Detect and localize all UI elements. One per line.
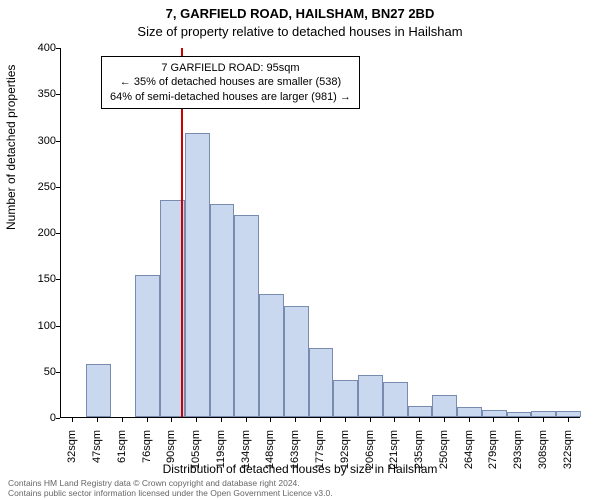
x-tick-mark	[543, 418, 544, 422]
y-tick-label: 200	[16, 227, 56, 239]
annotation-line-3: 64% of semi-detached houses are larger (…	[110, 90, 351, 104]
x-tick-mark	[171, 418, 172, 422]
bar	[86, 364, 111, 417]
bar	[185, 133, 210, 417]
x-tick-mark	[568, 418, 569, 422]
x-axis-label: Distribution of detached houses by size …	[0, 462, 600, 476]
y-tick-label: 350	[16, 88, 56, 100]
bar	[135, 275, 160, 417]
x-tick-mark	[122, 418, 123, 422]
x-tick-mark	[444, 418, 445, 422]
x-tick-mark	[147, 418, 148, 422]
y-tick-label: 400	[16, 42, 56, 54]
x-tick-mark	[246, 418, 247, 422]
x-tick-mark	[270, 418, 271, 422]
x-tick-mark	[320, 418, 321, 422]
x-tick-mark	[221, 418, 222, 422]
bar	[284, 306, 309, 417]
x-tick-mark	[394, 418, 395, 422]
chart-container: { "chart": { "type": "histogram", "title…	[0, 0, 600, 500]
y-tick-label: 300	[16, 135, 56, 147]
x-tick-mark	[419, 418, 420, 422]
bar	[210, 204, 235, 417]
annotation-line-2: ← 35% of detached houses are smaller (53…	[110, 75, 351, 89]
bar	[432, 395, 457, 417]
bar	[333, 380, 358, 417]
y-tick-label: 50	[16, 366, 56, 378]
footer-line-2: Contains public sector information licen…	[8, 488, 333, 498]
bar	[482, 410, 507, 417]
bar	[408, 406, 433, 417]
bar	[457, 407, 482, 417]
plot-area: 7 GARFIELD ROAD: 95sqm ← 35% of detached…	[60, 48, 580, 418]
annotation-box: 7 GARFIELD ROAD: 95sqm ← 35% of detached…	[101, 56, 360, 109]
y-tick-label: 150	[16, 273, 56, 285]
footer-attribution: Contains HM Land Registry data © Crown c…	[8, 478, 333, 498]
x-tick-mark	[295, 418, 296, 422]
y-tick-label: 100	[16, 320, 56, 332]
annotation-line-1: 7 GARFIELD ROAD: 95sqm	[110, 61, 351, 75]
x-tick-mark	[493, 418, 494, 422]
y-tick-label: 250	[16, 181, 56, 193]
bar	[383, 382, 408, 417]
bar	[507, 412, 532, 417]
y-tick-mark	[56, 418, 60, 419]
x-tick-mark	[72, 418, 73, 422]
chart-title-sub: Size of property relative to detached ho…	[0, 24, 600, 39]
x-tick-mark	[469, 418, 470, 422]
x-tick-mark	[518, 418, 519, 422]
bar	[531, 411, 556, 417]
chart-title-main: 7, GARFIELD ROAD, HAILSHAM, BN27 2BD	[0, 6, 600, 21]
bar	[234, 215, 259, 417]
bar	[358, 375, 383, 417]
bar	[309, 348, 334, 417]
x-tick-mark	[345, 418, 346, 422]
x-tick-mark	[97, 418, 98, 422]
x-tick-mark	[196, 418, 197, 422]
bar	[556, 411, 581, 417]
y-tick-label: 0	[16, 412, 56, 424]
bar	[259, 294, 284, 417]
footer-line-1: Contains HM Land Registry data © Crown c…	[8, 478, 333, 488]
x-tick-mark	[370, 418, 371, 422]
